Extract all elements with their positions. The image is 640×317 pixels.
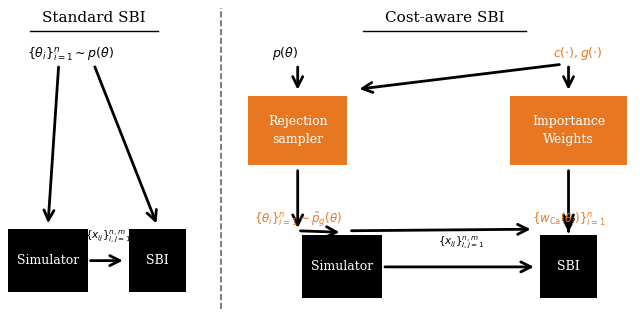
Text: $\{x_{ij}\}_{i,j=1}^{n,m}$: $\{x_{ij}\}_{i,j=1}^{n,m}$: [85, 229, 131, 245]
Text: SBI: SBI: [557, 260, 580, 273]
FancyBboxPatch shape: [8, 229, 88, 292]
Text: $\{\theta_i\}_{i=1}^n \sim p(\theta)$: $\{\theta_i\}_{i=1}^n \sim p(\theta)$: [27, 45, 114, 63]
Text: SBI: SBI: [146, 254, 169, 267]
Text: $\{x_{ij}\}_{i,j=1}^{n,m}$: $\{x_{ij}\}_{i,j=1}^{n,m}$: [438, 235, 484, 251]
Text: Standard SBI: Standard SBI: [42, 11, 145, 25]
FancyBboxPatch shape: [248, 96, 347, 165]
Text: Importance: Importance: [532, 115, 605, 128]
Text: $\{w_{\mathrm{Ca}}(\theta_i)\}_{i=1}^n$: $\{w_{\mathrm{Ca}}(\theta_i)\}_{i=1}^n$: [532, 210, 605, 228]
Text: Simulator: Simulator: [17, 254, 79, 267]
FancyBboxPatch shape: [303, 236, 382, 298]
FancyBboxPatch shape: [540, 236, 597, 298]
Text: Rejection: Rejection: [268, 115, 328, 128]
FancyBboxPatch shape: [509, 96, 627, 165]
Text: Simulator: Simulator: [311, 260, 373, 273]
FancyBboxPatch shape: [129, 229, 186, 292]
Text: sampler: sampler: [272, 133, 323, 146]
Text: Weights: Weights: [543, 133, 594, 146]
Text: $\{\theta_i\}_{i=1}^n \sim \tilde{p}_g(\theta)$: $\{\theta_i\}_{i=1}^n \sim \tilde{p}_g(\…: [254, 210, 342, 229]
Text: Cost-aware SBI: Cost-aware SBI: [385, 11, 504, 25]
Text: $c(\cdot), g(\cdot)$: $c(\cdot), g(\cdot)$: [553, 45, 603, 62]
Text: $p(\theta)$: $p(\theta)$: [272, 45, 298, 62]
